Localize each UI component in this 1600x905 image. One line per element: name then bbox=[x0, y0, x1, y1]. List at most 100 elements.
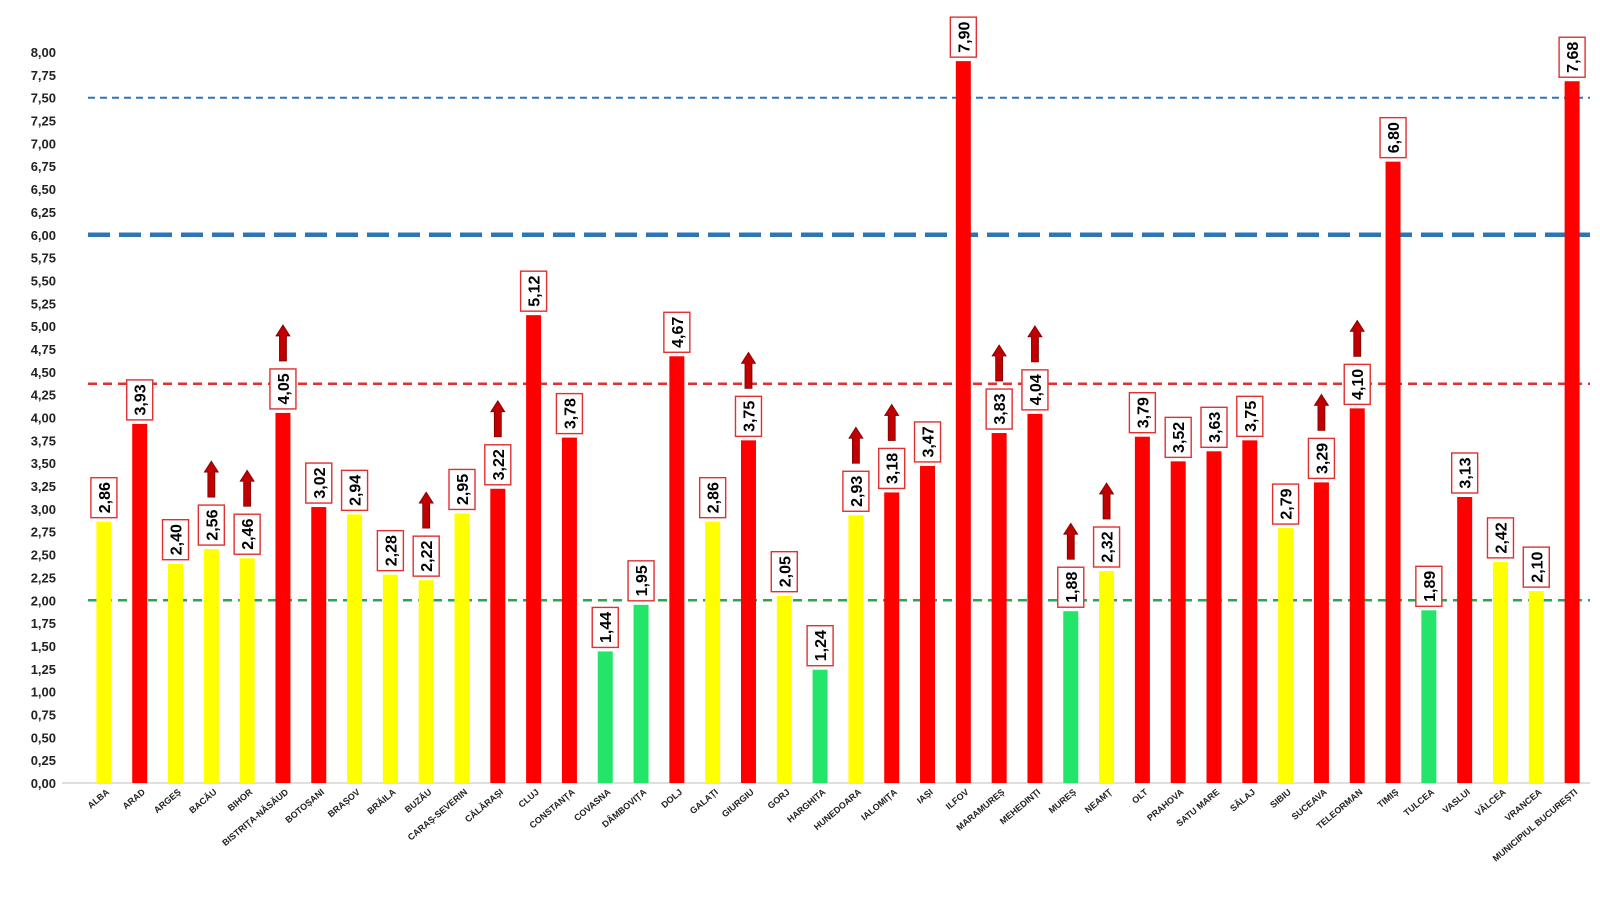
data-label: 2,86 bbox=[97, 482, 114, 513]
bar bbox=[1027, 413, 1043, 783]
bar bbox=[454, 513, 470, 783]
bar bbox=[1421, 610, 1437, 783]
y-tick-label: 4,50 bbox=[31, 365, 56, 380]
data-label: 2,05 bbox=[777, 556, 794, 587]
trend-arrows bbox=[203, 319, 1365, 560]
data-label: 4,10 bbox=[1350, 369, 1367, 400]
data-label-box bbox=[555, 392, 584, 435]
y-tick-label: 4,25 bbox=[31, 388, 56, 403]
bar bbox=[561, 437, 577, 783]
up-arrow-icon bbox=[991, 344, 1007, 382]
bar bbox=[740, 440, 756, 783]
data-label: 3,47 bbox=[921, 426, 938, 457]
data-label-box bbox=[1379, 116, 1407, 159]
data-label-box bbox=[1522, 546, 1550, 588]
data-label: 2,10 bbox=[1529, 551, 1546, 582]
data-label: 3,75 bbox=[741, 401, 758, 432]
data-label-box bbox=[627, 560, 655, 602]
bar bbox=[1170, 461, 1186, 783]
bar bbox=[1206, 451, 1222, 783]
bar bbox=[991, 433, 1007, 783]
bar bbox=[597, 651, 613, 783]
data-label: 1,24 bbox=[813, 630, 830, 661]
bar bbox=[1242, 440, 1258, 783]
y-tick-label: 5,25 bbox=[31, 296, 56, 311]
y-tick-label: 1,50 bbox=[31, 639, 56, 654]
data-label: 7,68 bbox=[1565, 42, 1582, 73]
y-tick-label: 0,50 bbox=[31, 730, 56, 745]
data-label-box bbox=[1450, 452, 1479, 494]
bar bbox=[955, 61, 971, 783]
bar bbox=[812, 669, 828, 783]
up-arrow-icon bbox=[1098, 482, 1115, 520]
data-label-box bbox=[806, 624, 834, 667]
data-label-box bbox=[412, 535, 440, 577]
y-tick-label: 3,25 bbox=[31, 479, 56, 494]
y-tick-label: 2,00 bbox=[31, 593, 56, 608]
data-label-box bbox=[519, 270, 548, 312]
data-label: 2,22 bbox=[419, 540, 436, 571]
y-tick-label: 6,00 bbox=[31, 228, 56, 243]
data-label: 2,94 bbox=[348, 475, 365, 506]
data-label: 4,05 bbox=[276, 373, 293, 404]
y-tick-label: 3,75 bbox=[31, 433, 56, 448]
y-tick-label: 1,25 bbox=[31, 662, 56, 677]
data-labels: 2,86 3,93 2,40 2,56 2,46 4,05 3,02 2,94 2,28 2,22… bbox=[90, 16, 1586, 667]
bar bbox=[490, 488, 506, 783]
bar bbox=[1313, 482, 1329, 783]
data-label-box bbox=[233, 513, 261, 555]
bar bbox=[1063, 611, 1079, 783]
data-label: 3,13 bbox=[1458, 457, 1475, 488]
bar bbox=[418, 580, 434, 783]
data-label-box bbox=[484, 444, 512, 486]
y-tick-label: 4,75 bbox=[31, 342, 56, 357]
data-label: 7,90 bbox=[956, 21, 973, 52]
data-label: 2,32 bbox=[1100, 531, 1117, 562]
up-arrow-icon bbox=[740, 351, 757, 389]
bar bbox=[1134, 436, 1150, 783]
y-tick-label: 3,50 bbox=[31, 456, 56, 471]
y-tick-label: 5,75 bbox=[31, 251, 56, 266]
y-tick-label: 6,25 bbox=[31, 205, 56, 220]
y-tick-label: 0,75 bbox=[31, 707, 56, 722]
data-label: 3,63 bbox=[1207, 412, 1224, 443]
y-tick-label: 1,75 bbox=[31, 616, 56, 631]
data-label: 2,28 bbox=[383, 535, 400, 566]
data-label-box bbox=[376, 529, 405, 572]
bar bbox=[669, 356, 685, 783]
data-label: 3,22 bbox=[491, 449, 508, 480]
data-label-box bbox=[663, 311, 691, 353]
data-label-box bbox=[1021, 369, 1049, 411]
data-label: 2,93 bbox=[849, 476, 866, 507]
bar bbox=[1528, 591, 1544, 783]
data-label: 6,80 bbox=[1386, 122, 1403, 153]
bar bbox=[776, 595, 792, 783]
y-tick-label: 8,00 bbox=[31, 45, 56, 60]
up-arrow-icon bbox=[883, 403, 900, 441]
data-label: 3,52 bbox=[1171, 422, 1188, 453]
up-arrow-icon bbox=[1313, 393, 1330, 431]
data-label: 3,75 bbox=[1243, 401, 1260, 432]
up-arrow-icon bbox=[1349, 319, 1365, 357]
data-label-box bbox=[913, 421, 942, 463]
y-tick-label: 5,50 bbox=[31, 273, 56, 288]
bar bbox=[347, 514, 363, 783]
y-tick-label: 6,50 bbox=[31, 182, 56, 197]
bar bbox=[884, 492, 900, 783]
bar bbox=[705, 521, 721, 783]
data-label-box bbox=[1558, 36, 1586, 78]
data-label: 4,67 bbox=[670, 317, 687, 348]
bar bbox=[382, 574, 398, 783]
y-tick-label: 7,00 bbox=[31, 136, 56, 151]
data-label-box bbox=[1092, 526, 1121, 568]
data-label-box bbox=[305, 462, 333, 504]
y-tick-label: 6,75 bbox=[31, 159, 56, 174]
y-tick-label: 2,75 bbox=[31, 525, 56, 540]
data-label-box bbox=[734, 395, 763, 438]
up-arrow-icon bbox=[848, 426, 864, 464]
data-label: 2,56 bbox=[204, 509, 221, 540]
data-label-box bbox=[269, 368, 297, 410]
data-label: 3,18 bbox=[885, 453, 902, 484]
up-arrow-icon bbox=[275, 324, 291, 362]
